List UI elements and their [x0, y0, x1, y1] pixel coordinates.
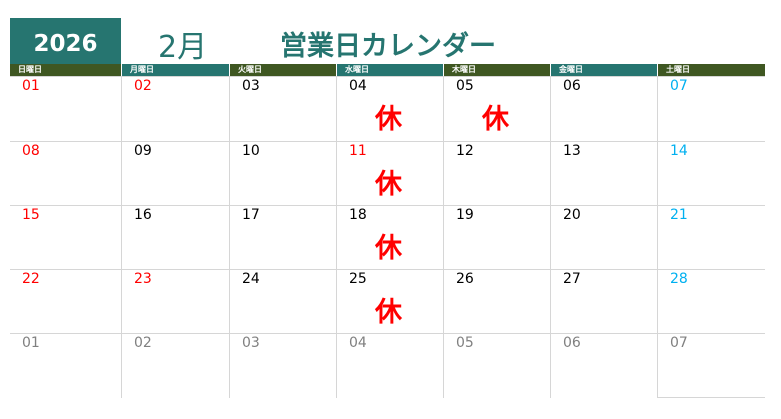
day-cell[interactable]: 04	[336, 333, 443, 398]
weekday-header: 土曜日	[658, 64, 765, 76]
day-cell[interactable]: 02	[121, 76, 229, 141]
weekday-header: 木曜日	[444, 64, 550, 76]
day-number: 15	[22, 207, 40, 223]
day-cell[interactable]: 11 休	[336, 141, 443, 205]
day-number: 09	[134, 143, 152, 159]
closed-mark: 休	[375, 233, 402, 264]
closed-mark: 休	[375, 169, 402, 200]
day-number: 16	[134, 207, 152, 223]
day-number: 10	[242, 143, 260, 159]
day-cell[interactable]: 09	[121, 141, 229, 205]
day-number: 03	[242, 78, 260, 94]
day-number: 21	[670, 207, 688, 223]
day-number: 28	[670, 271, 688, 287]
day-cell[interactable]: 28	[657, 269, 765, 333]
day-number: 02	[134, 78, 152, 94]
weekday-header: 火曜日	[230, 64, 336, 76]
day-cell[interactable]: 06	[550, 76, 657, 141]
day-number: 23	[134, 271, 152, 287]
day-cell[interactable]: 04 休	[336, 76, 443, 141]
day-cell[interactable]: 07	[657, 76, 765, 141]
day-cell[interactable]: 03	[229, 333, 336, 398]
day-cell[interactable]: 06	[550, 333, 657, 398]
day-cell[interactable]: 02	[121, 333, 229, 398]
weekday-header: 日曜日	[10, 64, 121, 76]
day-number: 11	[349, 143, 367, 159]
day-number: 18	[349, 207, 367, 223]
month-label: 2月	[158, 30, 208, 65]
day-cell[interactable]: 26	[443, 269, 550, 333]
day-cell[interactable]: 15	[10, 205, 121, 269]
day-number: 13	[563, 143, 581, 159]
day-number: 07	[670, 335, 688, 351]
day-cell[interactable]: 17	[229, 205, 336, 269]
day-number: 01	[22, 78, 40, 94]
day-number: 03	[242, 335, 260, 351]
day-cell[interactable]: 12	[443, 141, 550, 205]
day-cell[interactable]: 16	[121, 205, 229, 269]
closed-mark: 休	[375, 297, 402, 328]
day-cell[interactable]: 01	[10, 76, 121, 141]
weekday-header: 月曜日	[122, 64, 229, 76]
day-number: 27	[563, 271, 581, 287]
day-cell[interactable]: 25 休	[336, 269, 443, 333]
day-cell[interactable]: 01	[10, 333, 121, 398]
day-number: 20	[563, 207, 581, 223]
day-number: 05	[456, 335, 474, 351]
day-cell[interactable]: 03	[229, 76, 336, 141]
day-number: 08	[22, 143, 40, 159]
day-cell[interactable]: 27	[550, 269, 657, 333]
day-number: 04	[349, 335, 367, 351]
day-cell[interactable]: 05	[443, 333, 550, 398]
day-cell[interactable]: 20	[550, 205, 657, 269]
closed-mark: 休	[482, 104, 509, 135]
day-cell[interactable]: 23	[121, 269, 229, 333]
day-number: 07	[670, 78, 688, 94]
day-number: 02	[134, 335, 152, 351]
weekday-header: 金曜日	[551, 64, 657, 76]
day-number: 22	[22, 271, 40, 287]
day-cell[interactable]: 05 休	[443, 76, 550, 141]
day-number: 06	[563, 78, 581, 94]
day-number: 19	[456, 207, 474, 223]
day-cell[interactable]: 22	[10, 269, 121, 333]
day-number: 04	[349, 78, 367, 94]
day-number: 12	[456, 143, 474, 159]
closed-mark: 休	[375, 104, 402, 135]
day-cell[interactable]: 10	[229, 141, 336, 205]
weekday-header: 水曜日	[337, 64, 443, 76]
day-number: 01	[22, 335, 40, 351]
day-cell[interactable]: 18 休	[336, 205, 443, 269]
day-number: 05	[456, 78, 474, 94]
day-cell[interactable]: 13	[550, 141, 657, 205]
day-number: 14	[670, 143, 688, 159]
page-title: 営業日カレンダー	[280, 31, 496, 62]
day-cell[interactable]: 24	[229, 269, 336, 333]
day-cell[interactable]: 08	[10, 141, 121, 205]
day-number: 26	[456, 271, 474, 287]
year-label: 2026	[10, 18, 121, 64]
day-cell[interactable]: 07	[657, 333, 765, 398]
day-number: 17	[242, 207, 260, 223]
day-cell[interactable]: 19	[443, 205, 550, 269]
day-number: 06	[563, 335, 581, 351]
day-cell[interactable]: 21	[657, 205, 765, 269]
day-number: 25	[349, 271, 367, 287]
day-cell[interactable]: 14	[657, 141, 765, 205]
day-number: 24	[242, 271, 260, 287]
